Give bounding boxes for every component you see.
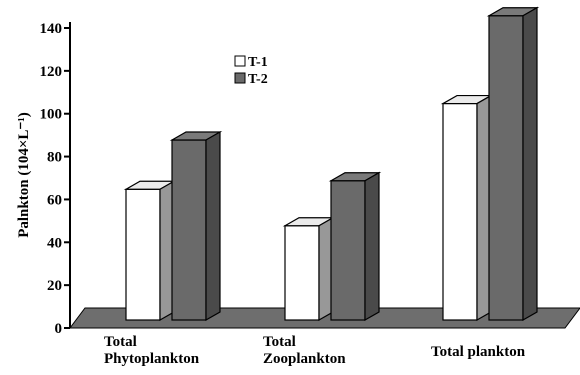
bar [169,130,223,322]
y-tick-label: 100 [40,107,63,123]
bar-front [330,180,366,321]
bar-side [205,130,221,322]
y-tick-label: 80 [47,150,62,166]
bar-side [364,171,380,322]
y-tick-label: 40 [47,235,62,251]
bar-front [442,102,478,321]
bar-side [522,6,538,322]
bar [123,180,177,322]
bars [123,6,540,322]
legend: T-1T-2 [234,55,268,87]
bar-front [125,188,161,321]
category-label: Total [263,334,296,350]
y-tick-label: 120 [40,64,63,80]
legend-label: T-2 [248,72,268,87]
y-tick-label: 60 [47,192,62,208]
bar-front [171,139,207,321]
category-label: Total [104,334,137,350]
legend-label: T-1 [248,55,268,70]
legend-swatch [234,55,246,67]
bar [440,94,494,322]
y-axis-label: Palnkton (104×L⁻¹) [16,112,32,238]
bar-front [284,225,320,321]
category-label: Total plankton [431,344,526,360]
category-label: Zooplankton [263,351,346,367]
bar [328,171,382,322]
legend-swatch [234,72,246,84]
y-tick-label: 0 [55,321,63,337]
bar-front [488,15,524,321]
y-tick-label: 20 [47,278,62,294]
y-axis: 0 20 40 60 80 100 120 140 [40,21,71,337]
bar [486,6,540,322]
category-label: Phytoplankton [104,351,200,367]
y-tick-label: 140 [40,21,63,37]
bar [282,216,336,322]
